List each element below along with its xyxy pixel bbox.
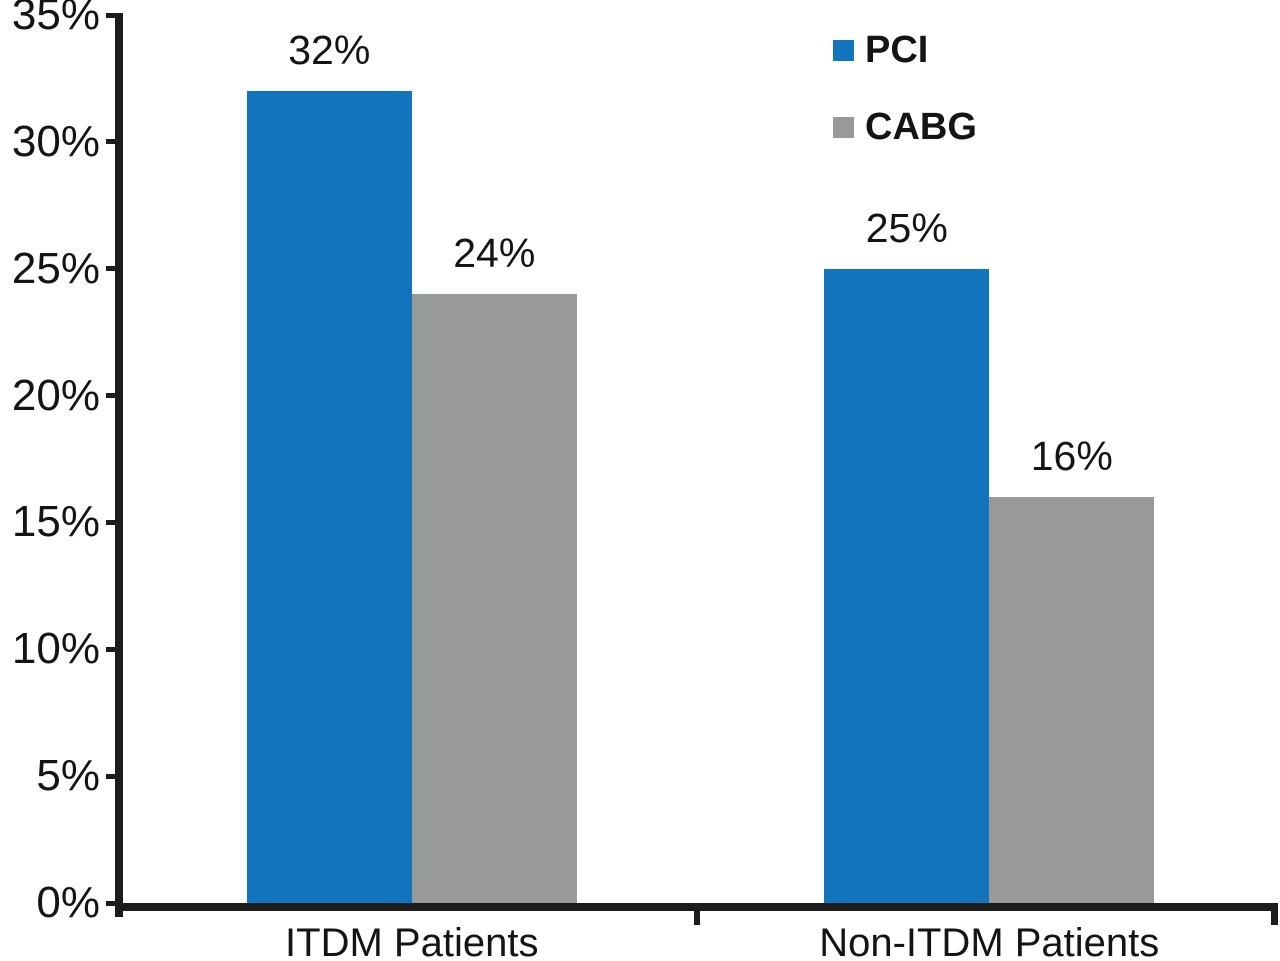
y-axis-label-5: 5% (36, 751, 100, 801)
x-axis-line (115, 903, 1278, 911)
y-tick-10 (106, 646, 123, 652)
cabg-legend-label: CABG (865, 106, 977, 148)
bar-pci-itdm-patients (246, 91, 412, 903)
bar-cabg-itdm-patients (411, 294, 577, 903)
bar-pci-non-itdm-patients (824, 268, 990, 903)
legend: PCI CABG (833, 31, 977, 146)
y-tick-5 (106, 773, 123, 779)
category-label-non-itdm-patients: Non-ITDM Patients (819, 921, 1160, 961)
y-axis-label-30: 30% (11, 116, 100, 166)
y-tick-30 (106, 139, 123, 145)
pci-legend-label: PCI (865, 29, 929, 71)
legend-item-cabg: CABG (833, 108, 977, 146)
y-axis-label-0: 0% (36, 878, 100, 927)
data-label-cabg-itdm-patients: 24% (453, 230, 536, 277)
pci-swatch-icon (833, 39, 854, 61)
y-axis-label-25: 25% (11, 243, 100, 293)
bar-cabg-non-itdm-patients (989, 497, 1155, 903)
data-label-cabg-non-itdm-patients: 16% (1030, 433, 1113, 480)
y-tick-0 (106, 900, 123, 906)
y-tick-20 (106, 393, 123, 399)
cabg-swatch-icon (833, 116, 854, 138)
x-boundary-tick-right (1271, 911, 1278, 925)
y-tick-15 (106, 519, 123, 525)
y-axis-label-35: 35% (11, 0, 100, 39)
x-boundary-tick-middle (693, 911, 700, 925)
data-label-pci-itdm-patients: 32% (288, 27, 371, 74)
y-axis-label-15: 15% (11, 497, 100, 547)
y-axis-label-20: 20% (11, 370, 100, 420)
y-axis-label-10: 10% (11, 624, 100, 674)
y-tick-25 (106, 266, 123, 272)
y-tick-35 (106, 12, 123, 18)
data-label-pci-non-itdm-patients: 25% (865, 204, 948, 251)
legend-item-pci: PCI (833, 31, 977, 69)
category-label-itdm-patients: ITDM Patients (285, 921, 539, 961)
y-axis-line (115, 15, 123, 917)
